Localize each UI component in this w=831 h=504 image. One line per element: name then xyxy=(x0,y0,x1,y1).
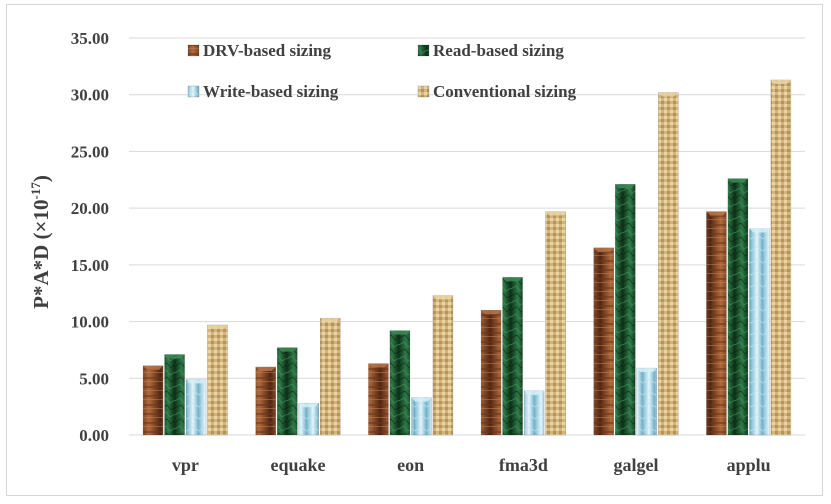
legend-item-write: Write-based sizing xyxy=(187,82,339,101)
bar-read xyxy=(615,184,636,436)
bar-read xyxy=(502,277,523,436)
legend-swatch xyxy=(187,85,200,98)
bar-conventional xyxy=(770,79,792,436)
x-tick-label: fma3d xyxy=(499,455,548,475)
legend-swatch xyxy=(417,85,430,98)
x-axis-ticks: vpr equake eon fma3d galgel applu xyxy=(172,455,771,475)
chart-frame: 0.00 5.00 10.00 15.00 20.00 25.00 30.00 35.00 v… xyxy=(6,4,823,496)
bar-drv xyxy=(142,365,164,436)
y-tick-label: 25.00 xyxy=(71,142,109,161)
y-axis-label: P*A*D (×10-17) xyxy=(28,175,53,309)
legend-item-conventional: Conventional sizing xyxy=(417,82,577,101)
legend-item-read: Read-based sizing xyxy=(417,41,564,60)
y-tick-label: 15.00 xyxy=(71,256,109,275)
grid-lines xyxy=(129,37,805,436)
bar-drv xyxy=(480,309,502,436)
legend-swatch xyxy=(187,44,200,57)
bar-chart: 0.00 5.00 10.00 15.00 20.00 25.00 30.00 35.00 v… xyxy=(28,29,805,475)
y-tick-label: 5.00 xyxy=(79,369,109,388)
y-tick-label: 0.00 xyxy=(79,426,109,445)
legend-label: Conventional sizing xyxy=(433,82,577,101)
y-tick-label: 35.00 xyxy=(71,29,109,48)
legend: DRV-based sizing Read-based sizing Write-b… xyxy=(187,41,577,101)
bar-read xyxy=(727,178,749,436)
legend-swatch xyxy=(417,44,430,57)
legend-label: DRV-based sizing xyxy=(203,41,332,60)
y-tick-label: 30.00 xyxy=(71,86,109,105)
bar-read xyxy=(389,330,411,436)
legend-label: Read-based sizing xyxy=(433,41,564,60)
bar-write xyxy=(749,228,770,436)
bar-write xyxy=(298,402,319,436)
bar-read xyxy=(277,347,298,436)
legend-label: Write-based sizing xyxy=(203,82,339,101)
bar-drv xyxy=(706,211,727,436)
x-tick-label: galgel xyxy=(614,455,659,475)
bar-write xyxy=(523,390,545,436)
x-tick-label: equake xyxy=(270,455,325,475)
bar-conventional xyxy=(658,92,679,436)
bar-conventional xyxy=(432,295,454,436)
x-tick-label: vpr xyxy=(172,455,199,475)
y-tick-label: 10.00 xyxy=(71,313,109,332)
y-tick-label: 20.00 xyxy=(71,199,109,218)
x-tick-label: eon xyxy=(397,455,424,475)
bar-drv xyxy=(593,247,614,436)
x-tick-label: applu xyxy=(727,455,771,475)
bar-write xyxy=(636,367,657,436)
bar-conventional xyxy=(320,317,341,436)
bar-conventional xyxy=(545,211,566,436)
bar-read xyxy=(164,354,185,436)
bar-write xyxy=(185,379,207,436)
bar-conventional xyxy=(207,324,228,436)
y-axis-ticks: 0.00 5.00 10.00 15.00 20.00 25.00 30.00 35.00 xyxy=(71,29,109,445)
bar-drv xyxy=(255,366,276,436)
bar-write xyxy=(411,397,432,436)
bars xyxy=(142,79,792,436)
bar-drv xyxy=(368,363,389,436)
legend-item-drv: DRV-based sizing xyxy=(187,41,332,60)
